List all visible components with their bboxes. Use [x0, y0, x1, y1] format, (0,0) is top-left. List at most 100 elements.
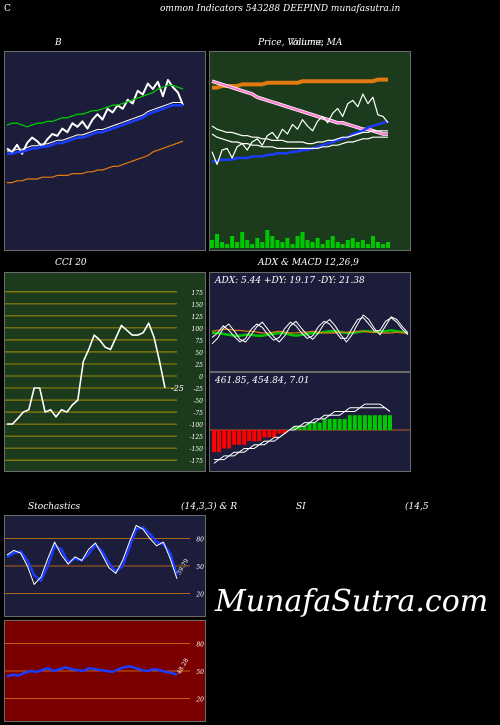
macd-series-line-1 — [214, 407, 391, 461]
volume-bar — [335, 242, 340, 248]
bb-panel-title: B — [55, 38, 62, 48]
macd-histogram-bar — [252, 430, 257, 442]
rsi-panel: 80 50 20 48.28 — [4, 620, 206, 722]
macd-histogram-bar — [342, 418, 347, 430]
stoch-tick-label: 20 — [195, 592, 204, 599]
macd-histogram-bar — [262, 430, 267, 438]
adx-series-line-1 — [211, 328, 408, 334]
volume-bar — [375, 242, 380, 248]
rsi-tick-label: 20 — [195, 697, 204, 704]
cci-tick-label: -100 — [190, 422, 204, 429]
stoch-plot: 80 50 20 39.79 — [5, 525, 204, 599]
volume-bar — [265, 230, 270, 248]
volume-bar — [345, 240, 350, 248]
stoch-tick-label: 50 — [196, 564, 204, 571]
rsi-panel-params: (14,5 — [405, 502, 429, 512]
stoch-panel-params: (14,3,3) & R — [181, 502, 238, 512]
macd-histogram-bar — [307, 422, 312, 430]
volume-bar — [255, 238, 260, 248]
macd-histogram-bar — [312, 422, 317, 430]
volume-bar — [250, 244, 255, 248]
macd-histogram-bar — [272, 430, 277, 438]
volume-bar — [300, 232, 305, 248]
volume-bar — [305, 240, 310, 248]
volume-bar — [325, 240, 330, 248]
macd-histogram-bar — [377, 415, 382, 430]
volume-bar — [340, 244, 345, 248]
adx-series-line-3 — [211, 317, 409, 343]
macd-histogram-bar — [322, 418, 327, 430]
volume-bar — [350, 238, 355, 248]
price-series-line-3 — [211, 93, 389, 166]
macd-histogram-bar — [242, 430, 247, 445]
macd-histogram-bar — [227, 430, 232, 449]
cci-panel-title: CCI 20 — [55, 258, 87, 268]
cci-tick-label: 0 — [199, 374, 203, 381]
macd-plot — [210, 403, 410, 464]
macd-histogram-bar — [362, 415, 367, 430]
macd-histogram-bar — [247, 430, 252, 442]
macd-histogram-bar — [282, 430, 287, 434]
watermark: MunafaSutra.com — [215, 584, 489, 619]
macd-histogram-bar — [327, 418, 332, 430]
volume-bar — [220, 242, 225, 248]
volume-bar — [370, 236, 375, 248]
volume-bar — [235, 242, 240, 248]
bb-series-line-1 — [7, 103, 183, 156]
cci-tick-label: 100 — [192, 326, 204, 333]
rsi-last-value-label: 48.28 — [176, 657, 191, 676]
macd-histogram-bar — [257, 430, 262, 442]
adx-plot — [211, 314, 409, 345]
bb-plot — [6, 79, 184, 184]
cci-tick-label: 175 — [192, 290, 204, 297]
bb-series-line-3 — [7, 140, 184, 184]
macd-histogram-bar — [217, 430, 221, 453]
price-plot — [210, 77, 390, 248]
volume-bar — [381, 244, 385, 248]
rsi-tick-label: 50 — [196, 669, 204, 676]
macd-panel: 461.85, 454.84, 7.01 — [209, 372, 411, 472]
volume-bar — [285, 238, 290, 248]
adx-series-line-2 — [211, 314, 409, 345]
cci-tick-label: -75 — [193, 410, 203, 417]
rsi-tick-label: 80 — [196, 641, 204, 648]
adx-panel-title: ADX & MACD 12,26,9 — [258, 258, 359, 268]
volume-bar — [270, 236, 275, 248]
cci-tick-label: -125 — [190, 434, 204, 441]
cci-line — [7, 322, 166, 425]
volume-bar — [310, 242, 315, 248]
bb-panel — [4, 51, 206, 251]
rsi-series-line-0 — [6, 665, 178, 678]
volume-bar — [355, 242, 360, 248]
cci-panel: 175 150 125 100 75 50 25 0 -25 -50 -75 -100 -125 -150… — [4, 272, 206, 472]
cci-tick-label: 75 — [195, 338, 203, 345]
volume-bar — [245, 240, 250, 248]
macd-histogram-bar — [237, 430, 242, 445]
price-series-line-4 — [211, 125, 388, 145]
volume-bar — [290, 244, 295, 248]
volume-bar — [295, 236, 300, 248]
cci-tick-label: 25 — [194, 362, 203, 369]
cci-tick-label: -50 — [193, 398, 203, 405]
macd-histogram-bar — [297, 426, 302, 430]
macd-histogram-bar — [302, 426, 307, 430]
price-series-line-2 — [212, 120, 389, 163]
stoch-panel-title: Stochastics — [28, 502, 81, 512]
macd-histogram-bar — [347, 415, 352, 430]
volume-bar — [360, 240, 365, 248]
macd-histogram-bar — [292, 426, 297, 430]
header-left-letter: C — [4, 4, 11, 14]
macd-histogram-bar — [317, 422, 322, 430]
cci-last-value-label: -25 — [171, 384, 184, 393]
macd-histogram-bar — [383, 415, 387, 430]
volume-bar — [210, 240, 214, 248]
adx-values-label: ADX: 5.44 +DY: 19.17 -DY: 21.38 — [215, 276, 365, 286]
cci-tick-label: 150 — [192, 302, 204, 309]
cci-tick-label: 125 — [192, 314, 204, 321]
header-title: ommon Indicators 543288 DEEPIND munafasu… — [160, 4, 401, 14]
volume-bar — [280, 242, 285, 248]
macd-histogram-bar — [212, 430, 216, 453]
cci-plot: 175 150 125 100 75 50 25 0 -25 -50 -75 -100 -125 -150… — [5, 290, 204, 465]
macd-histogram-bar — [388, 415, 392, 430]
